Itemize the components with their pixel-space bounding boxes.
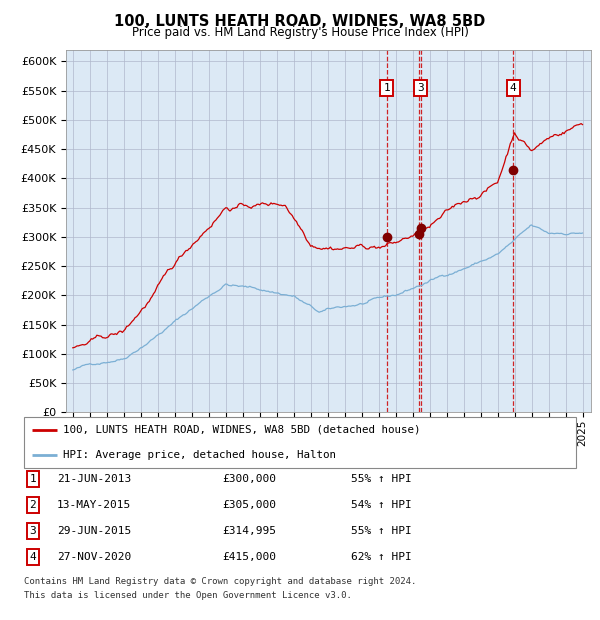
Text: Price paid vs. HM Land Registry's House Price Index (HPI): Price paid vs. HM Land Registry's House … <box>131 26 469 39</box>
Text: 100, LUNTS HEATH ROAD, WIDNES, WA8 5BD: 100, LUNTS HEATH ROAD, WIDNES, WA8 5BD <box>115 14 485 29</box>
Text: This data is licensed under the Open Government Licence v3.0.: This data is licensed under the Open Gov… <box>24 591 352 600</box>
Text: HPI: Average price, detached house, Halton: HPI: Average price, detached house, Halt… <box>62 450 335 461</box>
Text: £305,000: £305,000 <box>222 500 276 510</box>
Text: 62% ↑ HPI: 62% ↑ HPI <box>351 552 412 562</box>
Text: Contains HM Land Registry data © Crown copyright and database right 2024.: Contains HM Land Registry data © Crown c… <box>24 577 416 586</box>
Text: 21-JUN-2013: 21-JUN-2013 <box>57 474 131 484</box>
Text: £415,000: £415,000 <box>222 552 276 562</box>
Text: 4: 4 <box>29 552 37 562</box>
Text: 1: 1 <box>29 474 37 484</box>
Text: 1: 1 <box>383 82 390 92</box>
Text: 2: 2 <box>29 500 37 510</box>
Text: 27-NOV-2020: 27-NOV-2020 <box>57 552 131 562</box>
FancyBboxPatch shape <box>24 417 576 468</box>
Text: 13-MAY-2015: 13-MAY-2015 <box>57 500 131 510</box>
Text: £314,995: £314,995 <box>222 526 276 536</box>
Text: 54% ↑ HPI: 54% ↑ HPI <box>351 500 412 510</box>
Text: 4: 4 <box>509 82 517 92</box>
Text: 29-JUN-2015: 29-JUN-2015 <box>57 526 131 536</box>
Text: 55% ↑ HPI: 55% ↑ HPI <box>351 474 412 484</box>
Text: 3: 3 <box>418 82 424 92</box>
Text: £300,000: £300,000 <box>222 474 276 484</box>
Text: 3: 3 <box>29 526 37 536</box>
Text: 55% ↑ HPI: 55% ↑ HPI <box>351 526 412 536</box>
Text: 100, LUNTS HEATH ROAD, WIDNES, WA8 5BD (detached house): 100, LUNTS HEATH ROAD, WIDNES, WA8 5BD (… <box>62 425 420 435</box>
